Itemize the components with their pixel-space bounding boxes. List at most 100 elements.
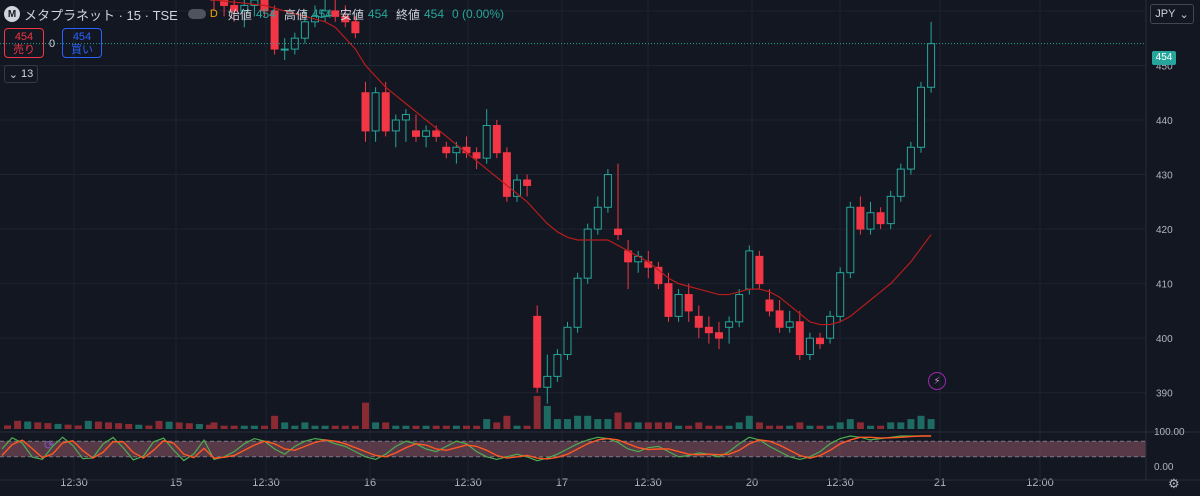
volume-bar — [776, 425, 784, 429]
volume-bar — [755, 422, 763, 429]
volume-bar — [195, 424, 203, 429]
x-tick-label: 12:30 — [826, 477, 854, 489]
volume-bar — [74, 425, 82, 429]
indicators-collapse-button[interactable]: ⌄ 13 — [4, 65, 38, 83]
volume-bar — [331, 425, 339, 429]
volume-bar — [836, 422, 844, 429]
volume-bar — [553, 419, 561, 429]
volume-bar — [907, 419, 915, 429]
volume-bar — [766, 425, 773, 429]
volume-bar — [206, 424, 213, 429]
volume-bar — [735, 422, 743, 429]
currency-label: JPY — [1155, 8, 1176, 20]
gear-icon[interactable]: ⚙ — [1168, 476, 1180, 491]
candle-body — [896, 168, 905, 197]
lightning-icon[interactable]: ⚡ — [928, 372, 946, 390]
volume-bar — [452, 425, 460, 429]
candle-body — [886, 195, 895, 225]
sell-price: 454 — [14, 31, 34, 43]
volume-bar — [281, 422, 289, 429]
volume-bar — [523, 425, 531, 429]
volume-bar — [382, 422, 390, 429]
volume-bar — [806, 425, 814, 429]
candle-body — [502, 152, 511, 197]
volume-bar — [185, 423, 193, 429]
volume-bar — [24, 421, 32, 429]
volume-bar — [105, 422, 112, 429]
volume-bar — [44, 423, 52, 429]
candle-body — [220, 0, 229, 6]
volume-bar — [115, 423, 123, 429]
volume-bar — [584, 415, 592, 429]
volume-bar — [271, 415, 279, 429]
candle-body — [573, 277, 582, 328]
candle-body — [432, 130, 441, 137]
y-tick-label: 430 — [1156, 171, 1173, 182]
candle-body — [866, 212, 875, 230]
ohlc-close-value: 454 — [423, 7, 444, 21]
volume-bar — [695, 422, 703, 429]
candle-body — [846, 206, 855, 274]
currency-select[interactable]: JPY ⌄ — [1150, 4, 1194, 24]
spread-value: 0 — [49, 38, 56, 50]
y-tick-label: 420 — [1156, 225, 1173, 236]
candle-body — [321, 10, 330, 17]
sell-label: 売り — [13, 44, 35, 56]
volume-bar — [54, 423, 62, 429]
candle-body — [563, 326, 572, 356]
refresh-icon[interactable]: ⟳ — [44, 438, 55, 452]
volume-bar — [665, 422, 672, 429]
candle-body — [452, 146, 461, 154]
indicator-count: 13 — [20, 68, 34, 80]
volume-bar — [856, 422, 864, 429]
price-change: 0 (0.00%) — [452, 7, 505, 21]
candle-body — [412, 130, 420, 137]
candle-body — [300, 21, 309, 39]
volume-bar — [826, 425, 834, 429]
volume-bar — [155, 420, 163, 429]
candle-body — [533, 315, 542, 388]
candle-body — [603, 174, 612, 208]
volume-bar — [786, 425, 794, 429]
candle-body — [523, 179, 532, 186]
sell-button[interactable]: 454 売り — [4, 28, 44, 58]
volume-bar — [897, 422, 905, 429]
candle-body — [371, 92, 380, 132]
candle-body — [684, 294, 693, 312]
candle-body — [240, 4, 249, 12]
candle-body — [795, 321, 804, 356]
candle-body — [381, 92, 390, 132]
volume-bar — [210, 422, 218, 429]
candle-body — [553, 354, 562, 377]
chevron-down-icon: ⌄ — [1179, 8, 1189, 21]
volume-bar — [503, 415, 511, 429]
candle-body — [664, 283, 673, 317]
volume-bar — [887, 422, 895, 429]
candle-body — [775, 310, 784, 328]
volume-bar — [846, 419, 854, 429]
candle-body — [725, 321, 734, 328]
x-tick-label: 15 — [170, 477, 182, 489]
symbol-logo[interactable]: M — [4, 6, 20, 22]
candle-body — [351, 21, 360, 34]
delay-badge[interactable]: D — [209, 8, 218, 20]
candle-body — [745, 250, 754, 290]
volume-bar — [125, 423, 133, 429]
chart-header: M メタプラネット · 15 · TSE D 始値 454 高値 454 安値 … — [4, 4, 504, 24]
candle-body — [472, 152, 481, 159]
volume-bar — [493, 422, 501, 429]
candle-body — [230, 4, 239, 12]
x-tick-label: 20 — [746, 477, 758, 489]
volume-bar — [34, 422, 42, 429]
symbol-title[interactable]: メタプラネット · 15 · TSE — [24, 7, 178, 23]
chevron-down-icon: ⌄ — [8, 68, 18, 81]
candle-body — [715, 332, 723, 339]
ohlc-high-label: 高値 — [283, 7, 308, 22]
volume-bar — [230, 425, 238, 429]
x-tick-label: 16 — [364, 477, 376, 489]
volume-bar — [412, 425, 420, 429]
volume-bar — [301, 422, 309, 429]
candle-body — [583, 228, 592, 279]
buy-button[interactable]: 454 買い — [62, 28, 102, 58]
